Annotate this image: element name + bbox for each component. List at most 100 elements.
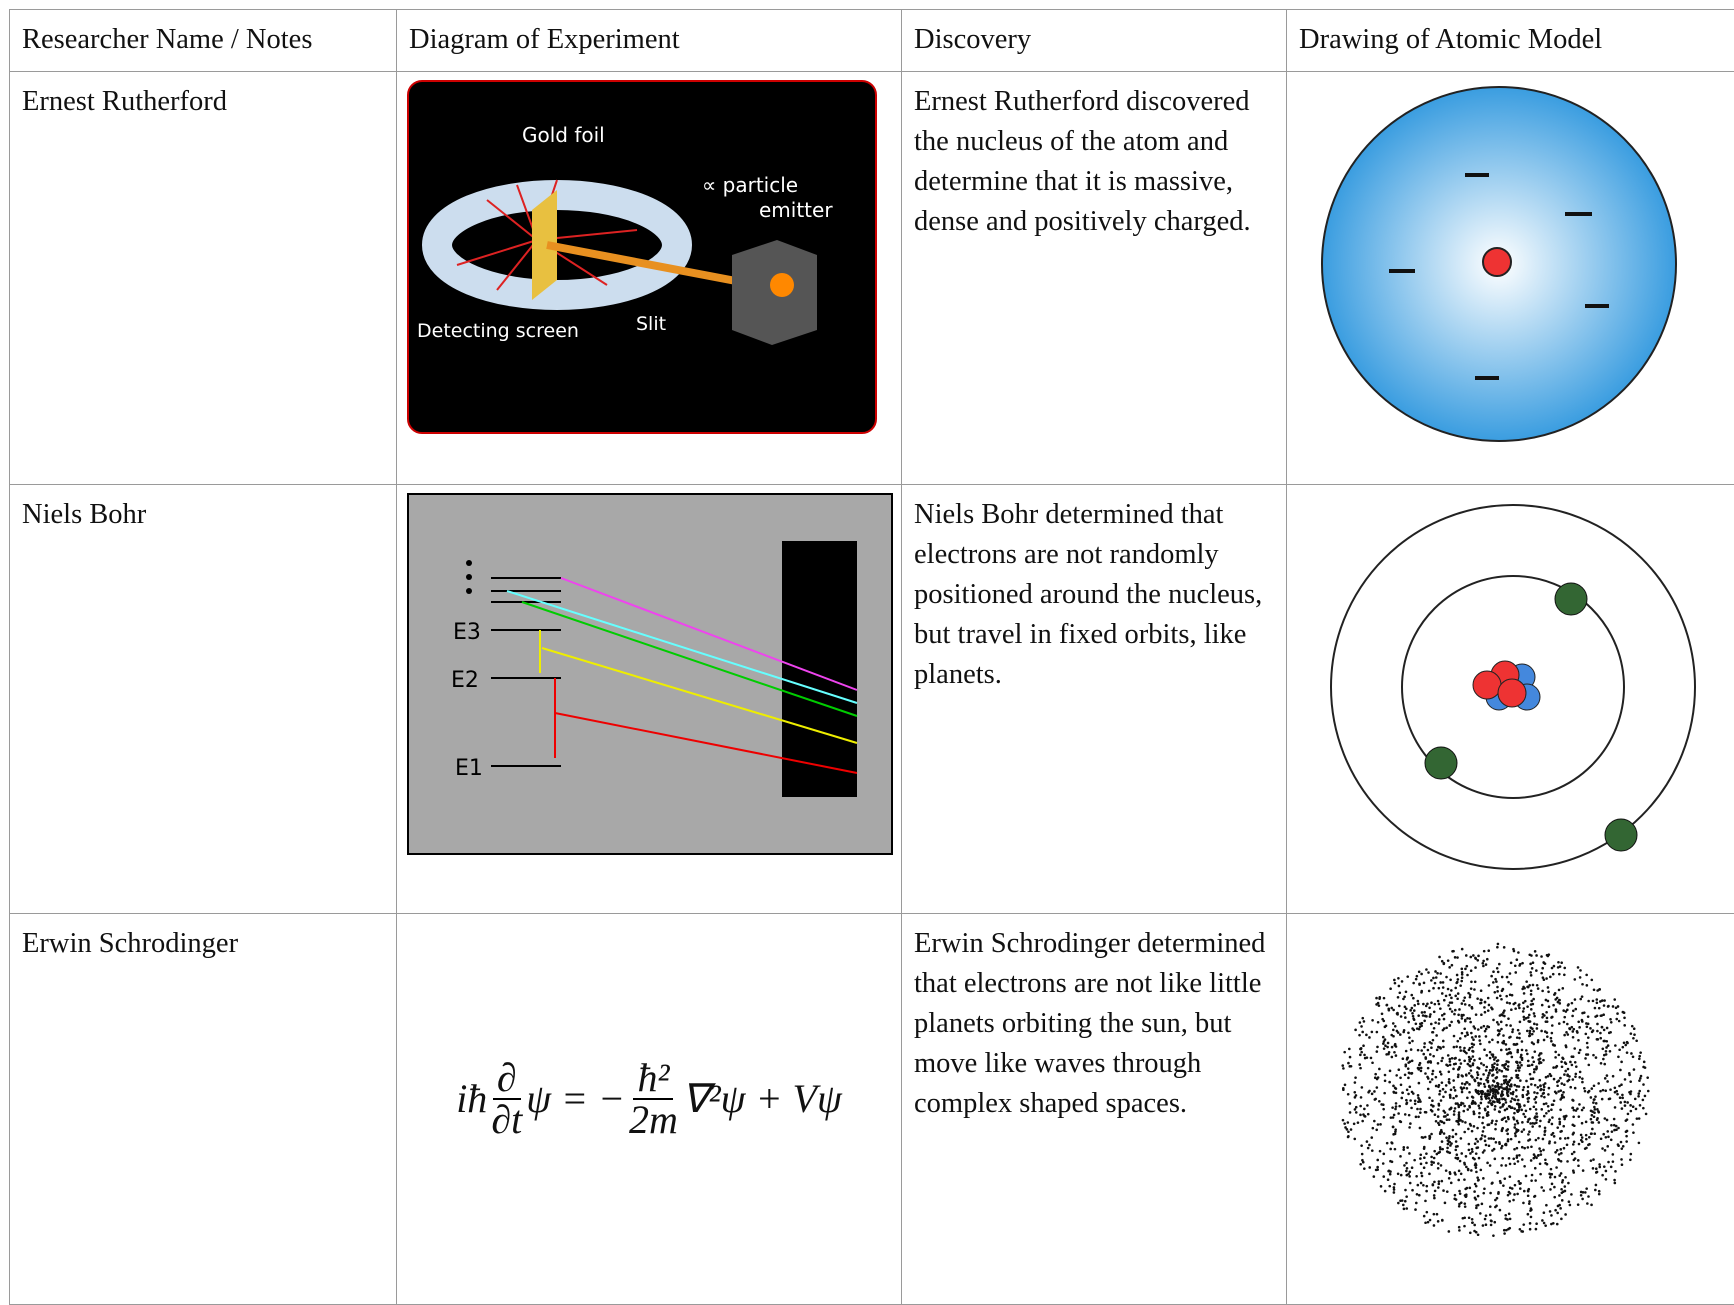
cloud-dot [1508,1105,1511,1108]
cloud-dot [1415,1175,1418,1178]
cloud-dot [1440,1073,1443,1076]
cloud-dot [1473,1158,1476,1161]
cloud-dot [1542,1059,1545,1062]
cloud-dot [1360,1025,1363,1028]
cloud-dot [1439,1071,1442,1074]
cloud-dot [1496,967,1499,970]
cloud-dot [1391,1056,1394,1059]
cloud-dot [1516,1043,1519,1046]
cloud-dot [1514,1184,1517,1187]
cloud-dot [1565,1031,1568,1034]
cloud-dot [1558,1159,1561,1162]
cloud-dot [1357,1121,1360,1124]
cloud-dot [1563,973,1566,976]
cloud-dot [1377,1123,1380,1126]
cloud-dot [1489,1088,1492,1091]
cloud-dot [1599,1090,1602,1093]
cloud-dot [1636,1117,1639,1120]
cloud-dot [1527,1092,1530,1095]
cloud-dot [1349,1102,1352,1105]
cloud-dot [1505,1060,1508,1063]
cloud-dot [1459,984,1462,987]
cloud-dot [1392,1029,1395,1032]
cloud-dot [1476,1077,1479,1080]
cloud-dot [1457,1013,1460,1016]
cloud-dot [1538,1061,1541,1064]
cloud-dot [1417,1100,1420,1103]
cloud-dot [1618,1085,1621,1088]
cloud-dot [1572,1009,1575,1012]
cloud-dot [1543,1103,1546,1106]
cloud-dot [1489,1051,1492,1054]
cloud-dot [1558,1118,1561,1121]
cloud-dot [1461,1002,1464,1005]
cloud-dot [1558,1123,1561,1126]
cloud-dot [1592,1158,1595,1161]
cloud-dot [1484,1108,1487,1111]
cloud-dot [1506,1082,1509,1085]
cloud-dot [1431,1099,1434,1102]
cloud-dot [1438,1183,1441,1186]
cloud-dot [1533,1015,1536,1018]
cloud-dot [1516,1049,1519,1052]
cloud-dot [1511,1031,1514,1034]
cloud-dot [1495,1141,1498,1144]
cloud-dot [1510,962,1513,965]
cloud-dot [1535,1121,1538,1124]
cloud-dot [1468,1004,1471,1007]
cloud-dot [1349,1111,1352,1114]
cloud-dot [1584,1057,1587,1060]
cloud-dot [1477,1104,1480,1107]
cloud-dot [1474,1142,1477,1145]
cloud-dot [1397,996,1400,999]
cloud-dot [1415,978,1418,981]
cloud-dot [1362,1113,1365,1116]
cloud-dot [1342,1119,1345,1122]
cloud-dot [1527,1133,1530,1136]
cloud-dot [1360,1047,1363,1050]
cloud-dot [1423,1046,1426,1049]
cloud-dot [1435,1076,1438,1079]
cloud-dot [1547,1105,1550,1108]
cloud-dot [1587,1036,1590,1039]
cloud-dot [1519,1187,1522,1190]
cloud-dot [1402,1148,1405,1151]
cloud-dot [1502,1034,1505,1037]
cloud-dot [1434,1003,1437,1006]
cloud-dot [1417,1049,1420,1052]
cloud-dot [1387,1178,1390,1181]
cloud-dot [1449,1172,1452,1175]
cloud-dot [1535,1118,1538,1121]
cloud-dot [1553,993,1556,996]
cloud-dot [1445,995,1448,998]
cloud-dot [1446,1118,1449,1121]
cloud-dot [1621,1094,1624,1097]
cloud-dot [1626,1051,1629,1054]
cloud-dot [1568,1075,1571,1078]
cloud-dot [1405,1170,1408,1173]
cloud-dot [1508,1048,1511,1051]
cloud-dot [1477,1146,1480,1149]
cloud-dot [1593,1098,1596,1101]
cloud-dot [1602,1013,1605,1016]
cloud-dot [1431,1078,1434,1081]
cloud-dot [1597,1082,1600,1085]
cloud-dot [1386,1142,1389,1145]
cloud-dot [1467,1128,1470,1131]
cloud-dot [1458,1021,1461,1024]
cloud-dot [1394,1128,1397,1131]
cloud-dot [1395,1054,1398,1057]
cloud-dot [1404,1113,1407,1116]
cloud-dot [1514,1007,1517,1010]
cloud-dot [1468,1105,1471,1108]
cloud-dot [1638,1142,1641,1145]
cloud-dot [1562,1057,1565,1060]
cloud-dot [1404,1063,1407,1066]
cloud-dot [1612,1075,1615,1078]
cloud-dot [1579,1071,1582,1074]
cloud-dot [1563,1073,1566,1076]
cloud-dot [1420,991,1423,994]
cloud-dot [1550,1214,1553,1217]
cloud-dot [1368,1090,1371,1093]
cloud-dot [1406,1058,1409,1061]
